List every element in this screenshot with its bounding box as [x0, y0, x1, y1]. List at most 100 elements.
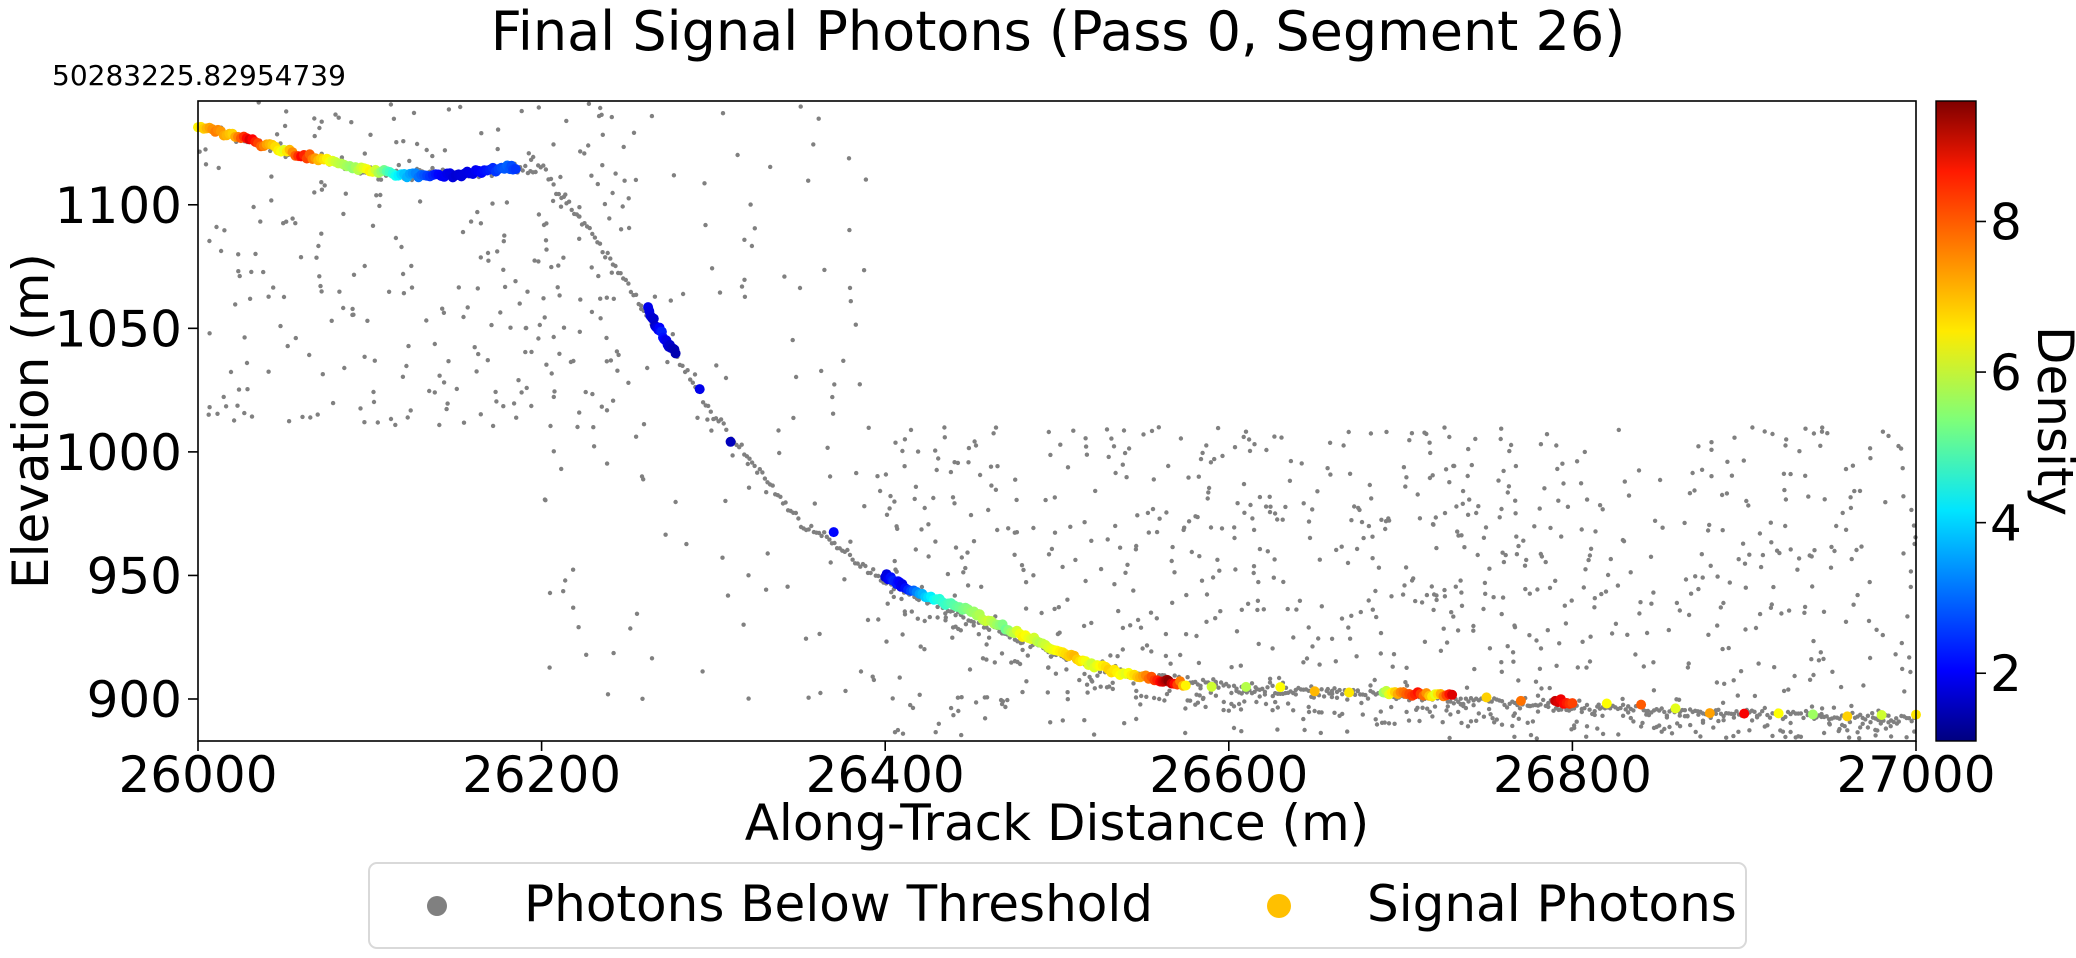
below-threshold-photon: [1505, 490, 1511, 495]
below-threshold-photon: [1731, 715, 1737, 720]
below-threshold-photon: [1346, 429, 1351, 435]
below-threshold-photon: [1415, 492, 1420, 497]
below-threshold-photon: [1424, 592, 1430, 598]
below-threshold-photon: [1806, 494, 1811, 499]
below-threshold-photon: [1465, 512, 1471, 517]
below-threshold-photon: [1692, 488, 1697, 493]
below-threshold-photon: [523, 163, 528, 169]
below-threshold-photon: [520, 168, 525, 173]
below-threshold-photon: [1687, 491, 1693, 496]
below-threshold-photon: [1447, 735, 1452, 741]
below-threshold-photon: [1083, 444, 1089, 449]
below-threshold-photon: [1521, 538, 1526, 543]
below-threshold-photon: [1146, 530, 1152, 535]
below-threshold-photon: [1682, 520, 1687, 526]
below-threshold-photon: [984, 657, 989, 662]
below-threshold-photon: [1625, 632, 1630, 637]
below-threshold-photon: [1432, 704, 1438, 709]
below-threshold-photon: [1500, 550, 1505, 555]
below-threshold-photon: [1738, 669, 1744, 674]
below-threshold-photon: [1379, 517, 1384, 522]
signal-photon: [1704, 708, 1715, 719]
below-threshold-photon: [1232, 535, 1237, 541]
below-threshold-photon: [495, 146, 500, 152]
signal-photon: [1670, 703, 1681, 714]
below-threshold-photon: [558, 204, 564, 209]
below-threshold-photon: [1389, 704, 1394, 710]
below-threshold-photon: [1860, 721, 1865, 726]
below-threshold-photon: [1474, 510, 1479, 516]
below-threshold-photon: [1514, 534, 1519, 539]
below-threshold-photon: [1747, 728, 1752, 733]
below-threshold-photon: [1848, 505, 1854, 511]
below-threshold-photon: [1217, 568, 1222, 573]
below-threshold-photon: [1597, 503, 1603, 508]
signal-photon: [1567, 698, 1578, 709]
below-threshold-photon: [816, 116, 821, 121]
below-threshold-photon: [1690, 470, 1695, 476]
below-threshold-photon: [999, 701, 1005, 707]
chart-title: Final Signal Photons (Pass 0, Segment 26…: [491, 0, 1626, 63]
below-threshold-photon: [1603, 589, 1609, 594]
below-threshold-photon: [1455, 628, 1461, 633]
signal-photon: [1180, 680, 1191, 691]
below-threshold-photon: [1516, 716, 1522, 721]
below-threshold-photon: [1514, 552, 1520, 557]
below-threshold-photon: [1270, 693, 1276, 699]
below-threshold-photon: [1458, 578, 1463, 583]
below-threshold-photon: [1464, 685, 1470, 690]
below-threshold-photon: [1837, 716, 1842, 721]
below-threshold-photon: [1162, 698, 1167, 703]
below-threshold-photon: [1757, 531, 1763, 536]
below-threshold-photon: [569, 207, 574, 213]
below-threshold-photon: [568, 359, 574, 365]
below-threshold-photon: [1510, 650, 1516, 655]
below-threshold-photon: [1170, 544, 1175, 550]
below-threshold-photon: [1197, 554, 1202, 559]
below-threshold-photon: [922, 505, 927, 511]
below-threshold-photon: [374, 193, 379, 198]
below-threshold-photon: [1092, 686, 1098, 691]
below-threshold-photon: [1696, 712, 1701, 717]
below-threshold-photon: [847, 285, 853, 291]
below-threshold-photon: [486, 258, 491, 263]
below-threshold-photon: [1616, 732, 1621, 737]
below-threshold-photon: [1720, 700, 1726, 705]
below-threshold-photon: [1163, 631, 1169, 637]
below-threshold-photon: [1524, 557, 1529, 563]
below-threshold-photon: [472, 345, 477, 350]
below-threshold-photon: [582, 221, 587, 226]
below-threshold-photon: [532, 258, 537, 263]
below-threshold-photon: [544, 362, 549, 367]
below-threshold-photon: [1505, 644, 1510, 649]
below-threshold-photon: [586, 143, 591, 148]
below-threshold-photon: [609, 114, 614, 120]
below-threshold-photon: [988, 464, 994, 469]
below-threshold-photon: [207, 331, 212, 336]
below-threshold-photon: [782, 274, 787, 279]
below-threshold-photon: [1312, 708, 1317, 714]
below-threshold-photon: [1465, 724, 1471, 729]
below-threshold-photon: [1696, 586, 1701, 592]
below-threshold-photon: [971, 623, 976, 628]
below-threshold-photon: [278, 323, 283, 329]
below-threshold-photon: [577, 236, 582, 241]
below-threshold-photon: [1649, 601, 1654, 606]
below-threshold-photon: [1544, 432, 1550, 437]
below-threshold-photon: [819, 533, 824, 539]
below-threshold-photon: [1774, 548, 1780, 553]
below-threshold-photon: [1807, 553, 1812, 558]
below-threshold-photon: [1003, 704, 1008, 710]
below-threshold-photon: [739, 442, 744, 447]
below-threshold-photon: [236, 252, 241, 257]
below-threshold-photon: [1760, 552, 1766, 558]
below-threshold-photon: [1031, 573, 1036, 578]
below-threshold-photon: [1626, 710, 1631, 715]
below-threshold-photon: [1648, 554, 1654, 559]
below-threshold-photon: [1537, 506, 1542, 511]
below-threshold-photon: [1770, 733, 1775, 739]
below-threshold-photon: [1057, 630, 1062, 635]
below-threshold-photon: [922, 618, 927, 624]
below-threshold-photon: [1297, 598, 1303, 603]
below-threshold-photon: [1045, 690, 1051, 695]
